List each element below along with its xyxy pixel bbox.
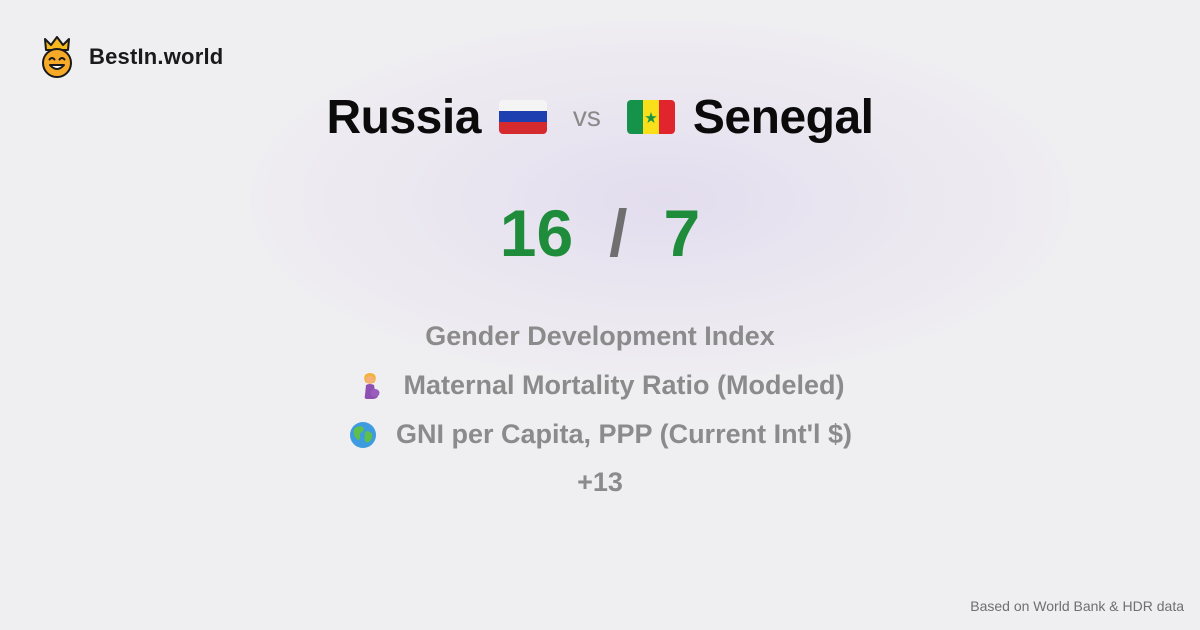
right-country-name: Senegal bbox=[692, 90, 874, 144]
globe-icon bbox=[350, 421, 376, 448]
russia-flag-icon bbox=[498, 100, 547, 134]
metric-label: GNI per Capita, PPP (Current Int'l $) bbox=[396, 419, 852, 449]
data-source-note: Based on World Bank & HDR data bbox=[970, 598, 1184, 614]
brand[interactable]: BestIn.world bbox=[39, 36, 223, 78]
right-score: 7 bbox=[663, 196, 701, 270]
left-score: 16 bbox=[499, 196, 574, 270]
metrics-list: Gender Development Index Maternal Mortal… bbox=[0, 312, 1200, 505]
pregnant-woman-icon bbox=[364, 372, 380, 399]
metric-label: Maternal Mortality Ratio (Modeled) bbox=[403, 370, 845, 400]
metric-item: Maternal Mortality Ratio (Modeled) bbox=[355, 361, 845, 410]
more-metrics-count: +13 bbox=[577, 466, 623, 497]
crowned-smiley-icon bbox=[42, 36, 72, 78]
left-country-name: Russia bbox=[326, 90, 482, 144]
brand-name: BestIn.world bbox=[89, 44, 224, 69]
score: 16 / 7 bbox=[0, 188, 1200, 278]
metric-item: GNI per Capita, PPP (Current Int'l $) bbox=[348, 410, 852, 459]
metric-item: Gender Development Index bbox=[425, 312, 775, 361]
comparison-title: Russia vs Senegal bbox=[0, 84, 1200, 150]
metric-label: Gender Development Index bbox=[425, 321, 775, 351]
senegal-flag-icon bbox=[626, 100, 675, 134]
score-separator: / bbox=[609, 196, 628, 270]
vs-label: vs bbox=[572, 101, 601, 132]
